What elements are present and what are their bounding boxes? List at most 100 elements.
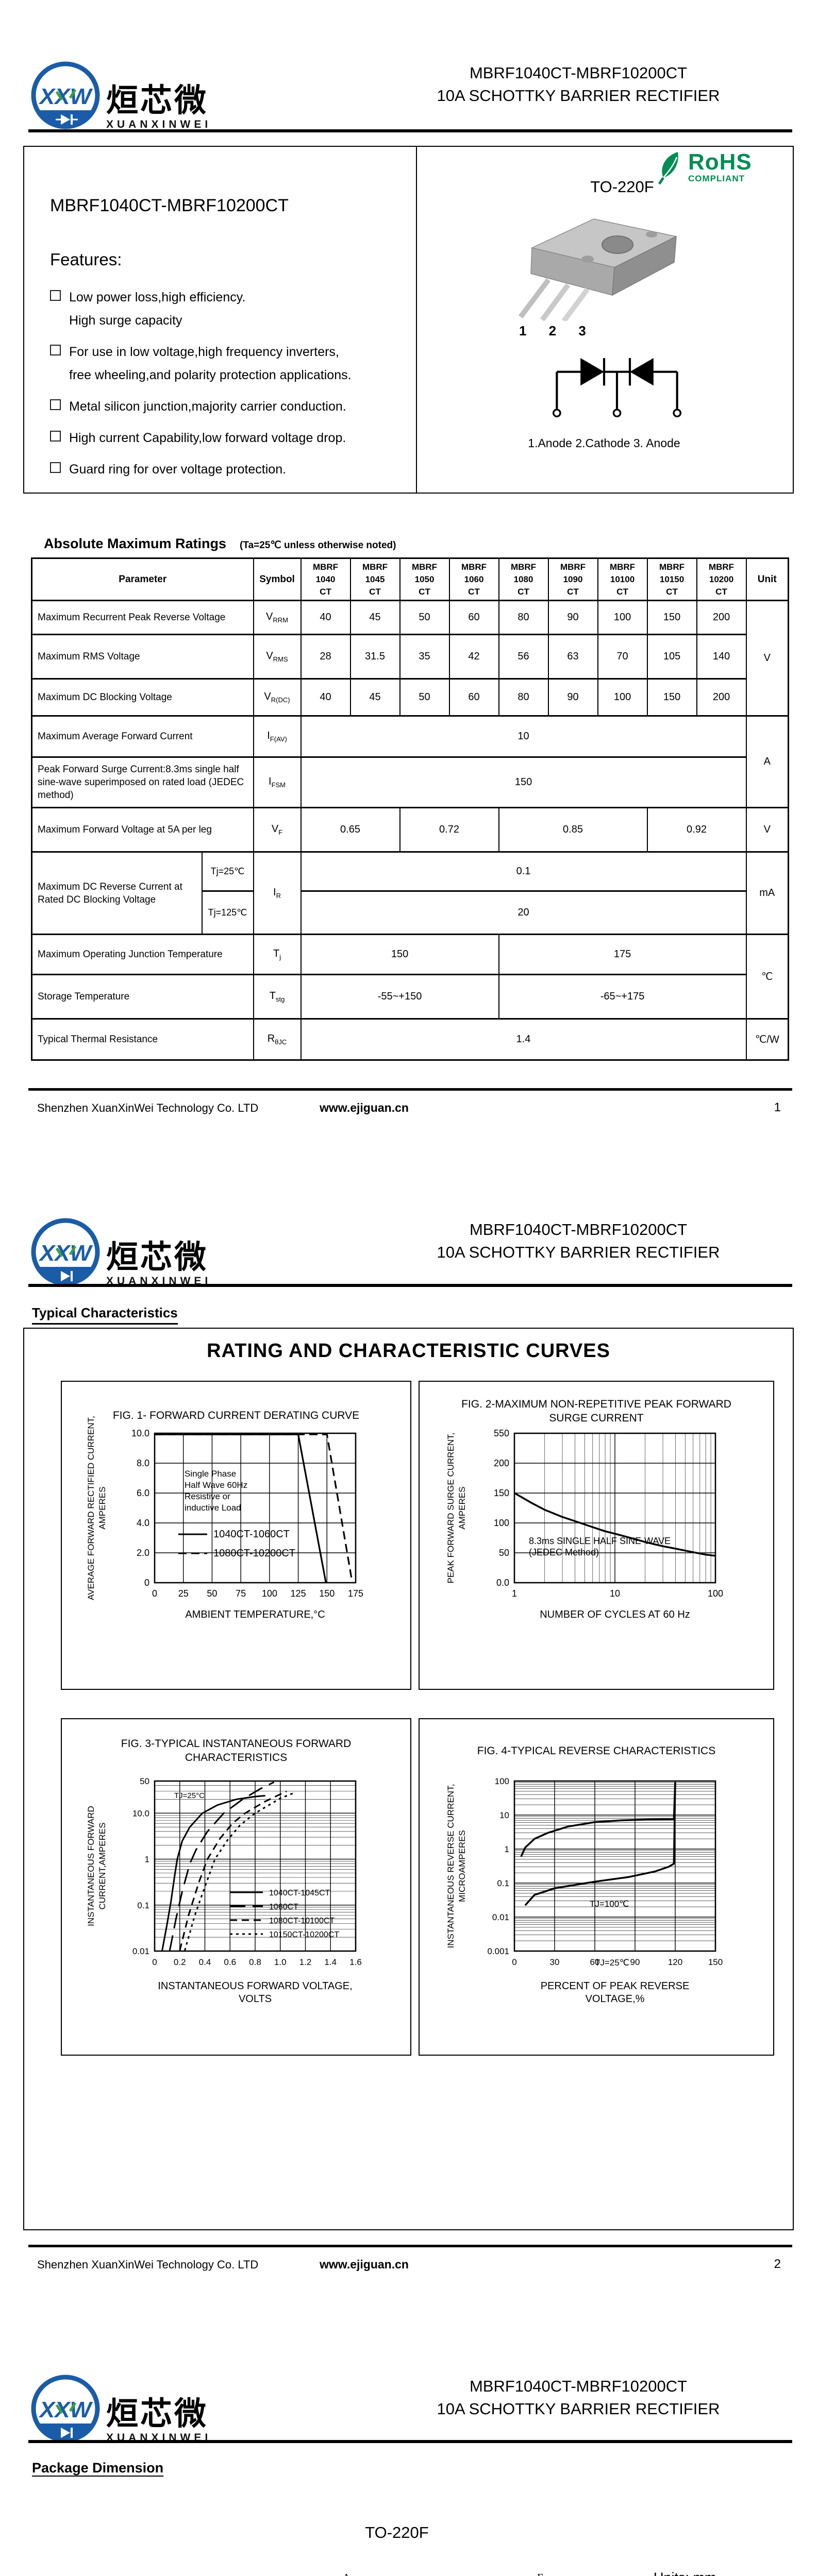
table-cell: ℃ (745, 934, 789, 1020)
table-cell: 20 (300, 890, 747, 935)
table-cell: 35 (399, 634, 450, 680)
figure-4-title: FIG. 4-TYPICAL REVERSE CHARACTERISTICS (477, 1745, 716, 1757)
x-tick-label: 50 (207, 1588, 217, 1599)
table-cell: Unit (745, 557, 789, 601)
table-cell: 0.85 (498, 807, 648, 853)
feature-text: Low power loss,high efficiency. High surg… (69, 290, 246, 328)
table-cell: MBRF 1060 CT (448, 557, 499, 601)
table-cell: VR(DC) (253, 678, 302, 717)
axis-ticks: 0 30 60 90 120 150 0.001 0.01 0.1 1 10 100 (487, 1776, 723, 1967)
table-cell: 0.92 (646, 807, 747, 853)
features-list: Low power loss,high efficiency. High surg… (50, 286, 390, 489)
page-1: XXW 烜芯微 XUANXINWEI MBRF1040CT-MBRF10200C… (0, 0, 818, 1157)
table-cell: MBRF 1045 CT (349, 557, 400, 601)
figure-1-title: FIG. 1- FORWARD CURRENT DERATING CURVE (112, 1410, 360, 1421)
company-logo-icon: XXW (31, 1218, 100, 1286)
table-cell: MBRF 1050 CT (399, 557, 450, 601)
logo-xxw-text: XXW (38, 2397, 93, 2422)
grid (514, 1781, 715, 1951)
feature-text: For use in low voltage,high frequency in… (69, 345, 352, 382)
table-cell: 10 (300, 715, 747, 758)
x-tick-label: 60 (590, 1957, 600, 1967)
y-tick-label: 1 (505, 1844, 509, 1854)
x-tick-label: 1.0 (274, 1957, 287, 1967)
legend: 1040CT-1060CT 1080CT-10200CT (178, 1529, 295, 1559)
header-rule (28, 129, 792, 132)
legend-label: 10150CT-10200CT (269, 1930, 339, 1939)
table-cell: 40 (300, 600, 351, 635)
plot-border (154, 1780, 357, 1952)
table-cell: 42 (448, 634, 499, 680)
legend: 1040CT-1045CT 1060CT 1080CT-10100CT 10150CT… (230, 1889, 339, 1939)
y-tick-label: 0.01 (492, 1912, 509, 1922)
series-TJ=25C (524, 1782, 676, 1906)
x-tick-label: 75 (236, 1588, 246, 1599)
x-tick-label: 1.4 (324, 1957, 337, 1967)
x-tick-label: 1.2 (299, 1957, 312, 1967)
feature-item: For use in low voltage,high frequency in… (50, 341, 390, 387)
header-rule (28, 2440, 792, 2443)
y-tick-label: 10 (499, 1810, 509, 1820)
table-cell: Maximum DC Blocking Voltage (31, 678, 254, 717)
figure-2-title: FIG. 2-MAXIMUM NON-REPETITIVE PEAK FORWA… (461, 1398, 731, 1424)
table-cell: Maximum Average Forward Current (31, 715, 254, 758)
table-cell: 56 (498, 634, 549, 680)
figure-1-ylabel: AVERAGE FORWARD RECTIFIED CURRENT, AMPER… (86, 1416, 107, 1600)
table-cell: VF (253, 807, 302, 853)
table-cell: IR (253, 851, 302, 935)
table-cell: ℃/W (745, 1018, 789, 1061)
feature-item: Low power loss,high efficiency. High surg… (50, 286, 390, 332)
checkbox-icon (50, 290, 61, 301)
figure-3-chart: 0 0.2 0.4 0.6 0.8 1.0 1.2 1.4 1.6 0.01 0.1 1 10.0 50 1… (132, 1776, 362, 1967)
legend-label: 1060CT (269, 1903, 298, 1911)
section-title: Package Dimension (32, 2460, 164, 2476)
table-cell: 40 (300, 678, 351, 717)
section-title: Typical Characteristics (32, 1305, 178, 1325)
table-cell: 200 (696, 600, 747, 635)
x-tick-label: 0 (152, 1957, 157, 1967)
table-cell: 150 (300, 756, 747, 808)
figure-3-xlabel: INSTANTANEOUS FORWARD VOLTAGE, VOLTS (158, 1980, 353, 2005)
x-tick-label: 1.6 (349, 1957, 362, 1967)
figure-4-xlabel: PERCENT OF PEAK REVERSE VOLTAGE,% (540, 1980, 690, 2005)
y-tick-label: 50 (140, 1776, 149, 1786)
table-cell: 60 (448, 678, 499, 717)
table-cell: Maximum DC Reverse Current at Rated DC B… (31, 851, 203, 935)
x-tick-label: 0 (152, 1588, 157, 1599)
y-tick-label: 0.1 (497, 1878, 509, 1888)
x-tick-label: 0.4 (199, 1957, 211, 1967)
table-cell: Tj=25℃ (201, 851, 254, 892)
table-cell: IFSM (253, 756, 302, 808)
table-cell: 0.72 (399, 807, 499, 853)
y-tick-label: 2.0 (137, 1548, 149, 1558)
figure-3: FIG. 3-TYPICAL INSTANTANEOUS FORWARD CHA… (61, 1718, 411, 2056)
table-cell: VRRM (253, 600, 302, 635)
table-cell: 50 (399, 678, 450, 717)
x-tick-label: 90 (630, 1957, 640, 1967)
x-tick-label: 30 (550, 1957, 560, 1967)
doc-title: MBRF1040CT-MBRF10200CT 10A SCHOTTKY BARR… (367, 62, 790, 107)
y-tick-label: 50 (499, 1548, 509, 1558)
table-cell: Symbol (253, 557, 302, 601)
legend-label: 1080CT-10200CT (213, 1548, 295, 1559)
table-cell: MBRF 1040 CT (300, 557, 351, 601)
table-cell: V (745, 807, 789, 853)
y-tick-label: 10.0 (132, 1808, 149, 1818)
feature-item: Metal silicon junction,majority carrier … (50, 395, 390, 418)
logo-xxw-text: XXW (38, 1241, 93, 1266)
table-cell: MBRF 10200 CT (696, 557, 747, 601)
checkbox-icon (50, 431, 61, 442)
table-cell: Tj (253, 934, 302, 975)
y-tick-label: 0 (144, 1578, 149, 1588)
figure-3-annotation: TJ=25°C (174, 1791, 205, 1800)
figure-2-xlabel: NUMBER OF CYCLES AT 60 Hz (540, 1609, 690, 1620)
page-3: XXW 烜芯微 XUANXINWEI MBRF1040CT-MBRF10200C… (0, 2313, 818, 2576)
company-logo-icon: XXW (31, 2375, 100, 2443)
footer-rule (28, 2245, 792, 2247)
header-rule (28, 1284, 792, 1287)
data-curves (161, 1781, 293, 1951)
doc-title-line2: 10A SCHOTTKY BARRIER RECTIFIER (437, 1243, 720, 1261)
x-tick-label: 0.6 (224, 1957, 236, 1967)
rohs-text: RoHS (688, 149, 752, 175)
axis-ticks: 0 0.2 0.4 0.6 0.8 1.0 1.2 1.4 1.6 0.01 0.1 1 10.0 50 (132, 1776, 362, 1967)
